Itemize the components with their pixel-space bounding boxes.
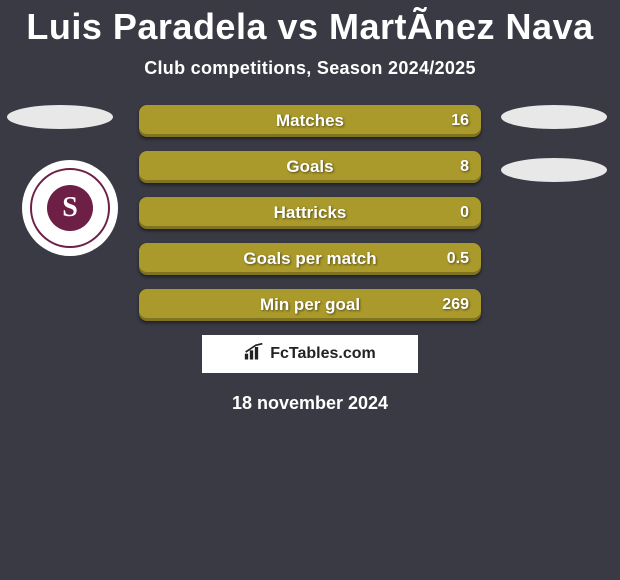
bar-matches: Matches 16	[139, 105, 481, 137]
bar-goals: Goals 8	[139, 151, 481, 183]
bar-value: 16	[451, 105, 469, 137]
bar-label: Goals per match	[139, 243, 481, 275]
brand-text: FcTables.com	[270, 345, 376, 363]
bar-hattricks: Hattricks 0	[139, 197, 481, 229]
bar-value: 8	[460, 151, 469, 183]
right-ellipse-2	[501, 158, 607, 182]
bar-value: 0	[460, 197, 469, 229]
bar-min-per-goal: Min per goal 269	[139, 289, 481, 321]
chart-icon	[244, 343, 264, 366]
page-title: Luis Paradela vs MartÃnez Nava	[0, 0, 620, 48]
stats-bars: Matches 16 Goals 8 Hattricks 0 Goals per…	[139, 105, 481, 321]
subtitle: Club competitions, Season 2024/2025	[0, 58, 620, 79]
right-ellipse-1	[501, 105, 607, 129]
date-text: 18 november 2024	[0, 393, 620, 414]
bar-label: Matches	[139, 105, 481, 137]
bar-value: 269	[442, 289, 469, 321]
bar-label: Goals	[139, 151, 481, 183]
club-badge-letter: S	[47, 185, 93, 231]
club-badge: S	[22, 160, 118, 256]
left-ellipse	[7, 105, 113, 129]
bar-label: Hattricks	[139, 197, 481, 229]
brand-box: FcTables.com	[202, 335, 418, 373]
club-badge-ring: S	[30, 168, 110, 248]
bar-goals-per-match: Goals per match 0.5	[139, 243, 481, 275]
bar-label: Min per goal	[139, 289, 481, 321]
bar-value: 0.5	[447, 243, 469, 275]
